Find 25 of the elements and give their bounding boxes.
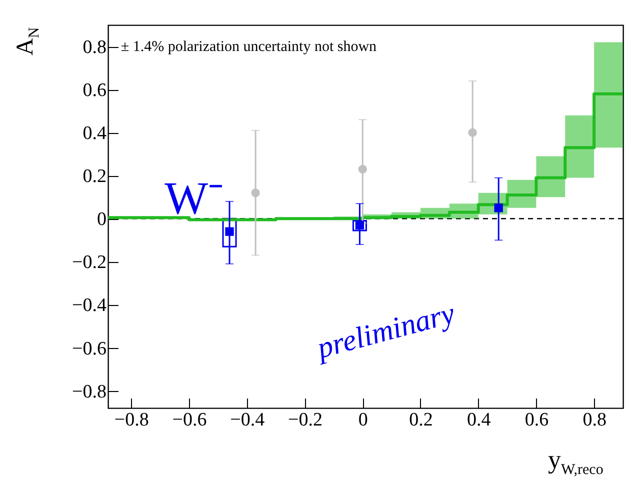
y-tick-label: 0.6 (82, 80, 106, 102)
y-tick-label: 0.4 (82, 123, 107, 144)
x-tick-label: −0.4 (230, 410, 266, 430)
y-tick-label: −0.6 (72, 338, 106, 360)
point (468, 128, 477, 137)
x-tick-label: −0.8 (114, 410, 149, 430)
point (251, 188, 260, 198)
point (494, 204, 503, 212)
y-tick-label: −0.2 (72, 252, 106, 274)
annotation: W⁻ (164, 172, 224, 224)
x-tick-label: 0.2 (409, 410, 433, 430)
x-axis-title: y$_{W,reco}$ (548, 445, 604, 480)
y-tick-label: −0.4 (72, 295, 107, 316)
x-tick-label: 0.6 (524, 410, 549, 430)
y-tick-label: 0.8 (82, 37, 106, 58)
y-tick-label: −0.8 (72, 381, 106, 402)
x-tick-label: −0.6 (172, 410, 207, 430)
annotation: ± 1.4% polarization uncertainty not shown (120, 39, 378, 56)
x-tick-label: 0.4 (466, 410, 492, 430)
x-tick-label: 0.8 (582, 410, 606, 430)
y-tick-label: 0 (97, 209, 106, 230)
y-tick-label: 0.2 (82, 166, 106, 188)
x-tick-label: −0.2 (288, 410, 322, 430)
x-tick-label: 0 (358, 410, 368, 430)
point (358, 164, 367, 174)
